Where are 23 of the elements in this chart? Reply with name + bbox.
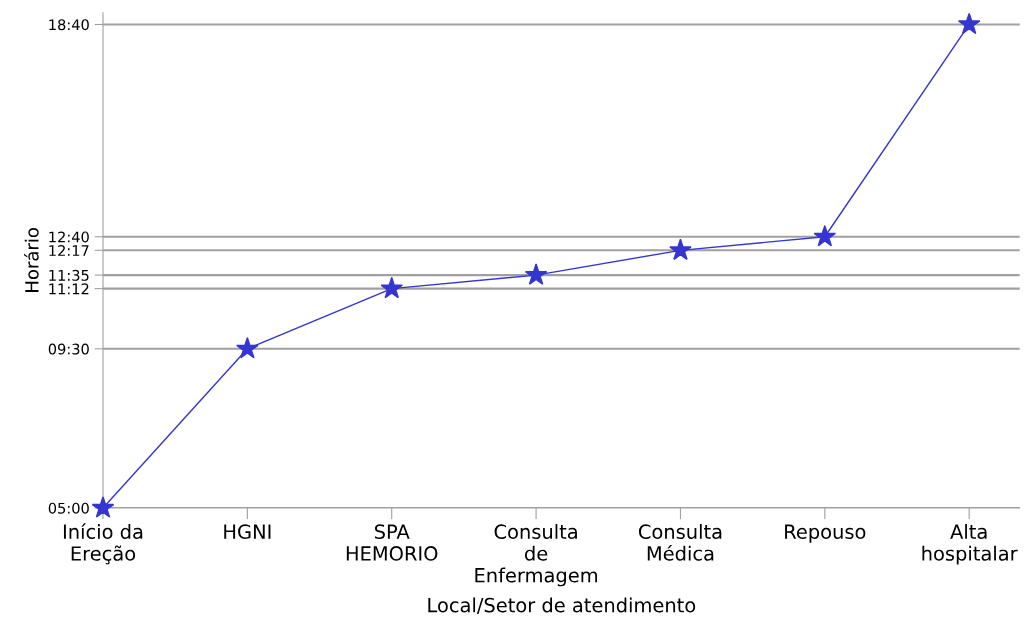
point — [91, 496, 115, 518]
x-tick-label: Consulta de Enfermagem — [475, 523, 598, 587]
x-tick-label: Repouso — [785, 524, 866, 543]
y-axis-title: Horário — [24, 228, 39, 292]
x-axis-title: Local/Setor de atendimento — [428, 597, 696, 615]
y-tick-label: 11:12 — [49, 283, 89, 295]
point — [380, 276, 403, 299]
point — [813, 224, 837, 247]
y-tick-label: 05:00 — [48, 502, 89, 514]
y-tick-label: 12:40 — [49, 231, 89, 243]
x-tick-label: Consulta Médica — [638, 523, 722, 561]
y-tick-label: 12:17 — [49, 245, 89, 256]
point — [236, 336, 259, 359]
y-tick-label: 11:35 — [49, 269, 89, 281]
x-tick-label: HGNI — [224, 524, 271, 540]
y-tick-label: 09:30 — [48, 343, 89, 355]
point — [524, 263, 548, 285]
x-tick-label: Alta hospitalar — [922, 523, 1018, 565]
x-tick-label: SPA HEMORIO — [346, 524, 438, 561]
point — [669, 238, 692, 261]
x-tick-label: Início da Ereção — [63, 523, 143, 565]
y-tick-label: 18:40 — [49, 19, 89, 31]
point — [957, 12, 981, 35]
